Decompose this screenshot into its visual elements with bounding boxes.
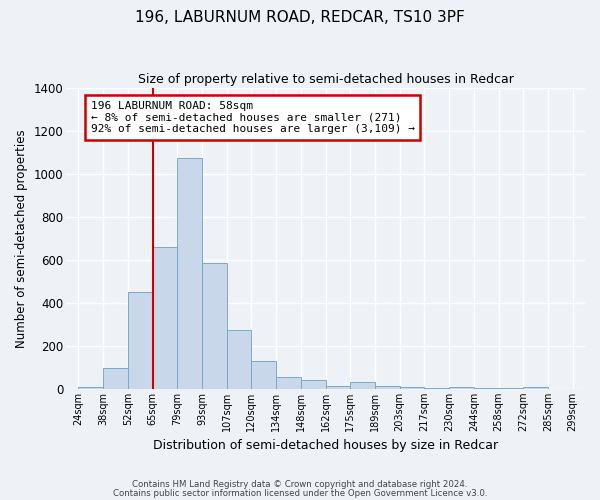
Bar — [326, 386, 350, 389]
Bar — [128, 292, 152, 389]
Bar — [424, 388, 449, 389]
Bar — [103, 368, 128, 389]
Bar — [499, 388, 523, 389]
Bar — [202, 263, 227, 389]
Bar — [227, 330, 251, 389]
Bar — [301, 380, 326, 389]
Bar — [152, 247, 177, 389]
Text: Contains public sector information licensed under the Open Government Licence v3: Contains public sector information licen… — [113, 489, 487, 498]
Bar — [449, 386, 474, 389]
Bar — [276, 377, 301, 389]
Text: 196, LABURNUM ROAD, REDCAR, TS10 3PF: 196, LABURNUM ROAD, REDCAR, TS10 3PF — [135, 10, 465, 25]
X-axis label: Distribution of semi-detached houses by size in Redcar: Distribution of semi-detached houses by … — [153, 440, 498, 452]
Bar — [79, 386, 103, 389]
Bar — [523, 386, 548, 389]
Bar — [474, 388, 499, 389]
Bar — [375, 386, 400, 389]
Bar — [400, 386, 424, 389]
Bar — [251, 361, 276, 389]
Y-axis label: Number of semi-detached properties: Number of semi-detached properties — [15, 129, 28, 348]
Bar — [350, 382, 375, 389]
Text: Contains HM Land Registry data © Crown copyright and database right 2024.: Contains HM Land Registry data © Crown c… — [132, 480, 468, 489]
Bar — [177, 158, 202, 389]
Title: Size of property relative to semi-detached houses in Redcar: Size of property relative to semi-detach… — [137, 72, 514, 86]
Text: 196 LABURNUM ROAD: 58sqm
← 8% of semi-detached houses are smaller (271)
92% of s: 196 LABURNUM ROAD: 58sqm ← 8% of semi-de… — [91, 101, 415, 134]
